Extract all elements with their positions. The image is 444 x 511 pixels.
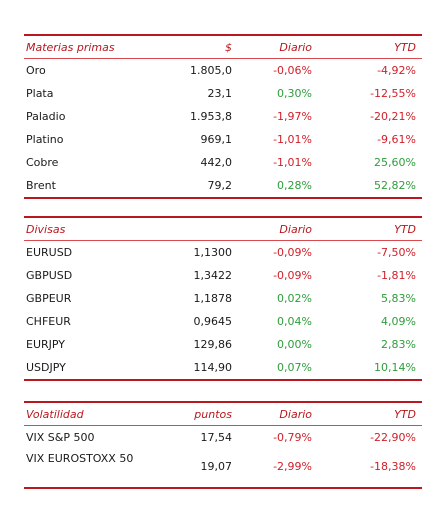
row-name: GBPUSD — [26, 269, 73, 282]
table-row: CHFEUR 0,9645 0,04% 4,09% — [24, 310, 422, 333]
row-daily: 0,04% — [277, 315, 312, 328]
table-row: GBPEUR 1,1878 0,02% 5,83% — [24, 287, 422, 310]
section-bottom-rule — [24, 487, 422, 489]
row-ytd: -22,90% — [370, 431, 416, 444]
row-value: 114,90 — [193, 361, 233, 374]
row-value: 0,9645 — [193, 315, 233, 328]
section-bottom-rule — [24, 379, 422, 381]
row-ytd: 10,14% — [374, 361, 416, 374]
table-row: Oro 1.805,0 -0,06% -4,92% — [24, 59, 422, 82]
row-daily: -2,99% — [273, 460, 312, 473]
row-value: 19,07 — [200, 460, 233, 473]
row-daily: -1,01% — [273, 156, 312, 169]
table-row: Plata 23,1 0,30% -12,55% — [24, 82, 422, 105]
header-daily: Diario — [279, 223, 312, 236]
row-value: 1,1878 — [193, 292, 233, 305]
header-name: Materias primas — [26, 41, 115, 54]
table-row: VIX EUROSTOXX 50 19,07 -2,99% -18,38% — [24, 449, 422, 487]
section-volatilidad: Volatilidad puntos Diario YTD VIX S&P 50… — [24, 401, 422, 489]
table-row: EURJPY 129,86 0,00% 2,83% — [24, 333, 422, 356]
row-value: 129,86 — [193, 338, 233, 351]
table-row: Brent 79,2 0,28% 52,82% — [24, 174, 422, 197]
row-name: CHFEUR — [26, 315, 71, 328]
row-name: EURJPY — [26, 338, 65, 351]
row-ytd: 2,83% — [381, 338, 416, 351]
table-row: VIX S&P 500 17,54 -0,79% -22,90% — [24, 426, 422, 449]
row-ytd: -18,38% — [370, 460, 416, 473]
table-row: Cobre 442,0 -1,01% 25,60% — [24, 151, 422, 174]
header-value: $ — [225, 41, 232, 54]
row-ytd: -4,92% — [377, 64, 416, 77]
row-ytd: -20,21% — [370, 110, 416, 123]
row-ytd: -1,81% — [377, 269, 416, 282]
row-ytd: -12,55% — [370, 87, 416, 100]
row-ytd: 52,82% — [374, 179, 416, 192]
row-daily: -0,06% — [273, 64, 312, 77]
row-daily: 0,07% — [277, 361, 312, 374]
row-ytd: -7,50% — [377, 246, 416, 259]
section-materias-primas: Materias primas $ Diario YTD Oro 1.805,0… — [24, 34, 422, 199]
header-name: Divisas — [26, 223, 66, 236]
row-value: 1.953,8 — [190, 110, 232, 123]
row-value: 969,1 — [200, 133, 233, 146]
row-daily: -0,09% — [273, 269, 312, 282]
table-row: Platino 969,1 -1,01% -9,61% — [24, 128, 422, 151]
row-name: VIX EUROSTOXX 50 — [26, 452, 134, 465]
row-value: 442,0 — [200, 156, 233, 169]
row-ytd: 4,09% — [381, 315, 416, 328]
table-row: EURUSD 1,1300 -0,09% -7,50% — [24, 241, 422, 264]
row-daily: -1,97% — [273, 110, 312, 123]
table-row: GBPUSD 1,3422 -0,09% -1,81% — [24, 264, 422, 287]
row-name: Oro — [26, 64, 46, 77]
row-name: Plata — [26, 87, 54, 100]
row-ytd: -9,61% — [377, 133, 416, 146]
row-value: 1,1300 — [193, 246, 233, 259]
section-header: Divisas Diario YTD — [24, 216, 422, 241]
row-name: Cobre — [26, 156, 59, 169]
section-divisas: Divisas Diario YTD EURUSD 1,1300 -0,09% … — [24, 216, 422, 381]
row-value: 17,54 — [200, 431, 233, 444]
table-row: USDJPY 114,90 0,07% 10,14% — [24, 356, 422, 379]
row-daily: 0,30% — [277, 87, 312, 100]
row-daily: -1,01% — [273, 133, 312, 146]
row-name: VIX S&P 500 — [26, 431, 95, 444]
row-name: Platino — [26, 133, 64, 146]
row-value: 1.805,0 — [190, 64, 232, 77]
row-daily: 0,02% — [277, 292, 312, 305]
row-name: EURUSD — [26, 246, 73, 259]
header-value: puntos — [194, 408, 232, 421]
row-daily: 0,00% — [277, 338, 312, 351]
section-bottom-rule — [24, 197, 422, 199]
row-daily: 0,28% — [277, 179, 312, 192]
row-value: 1,3422 — [193, 269, 233, 282]
table-row: Paladio 1.953,8 -1,97% -20,21% — [24, 105, 422, 128]
header-daily: Diario — [279, 41, 312, 54]
header-ytd: YTD — [394, 41, 416, 54]
row-name: USDJPY — [26, 361, 66, 374]
row-value: 79,2 — [207, 179, 233, 192]
section-header: Volatilidad puntos Diario YTD — [24, 401, 422, 426]
row-value: 23,1 — [207, 87, 233, 100]
row-ytd: 25,60% — [374, 156, 416, 169]
row-daily: -0,79% — [273, 431, 312, 444]
row-name: Brent — [26, 179, 56, 192]
header-ytd: YTD — [394, 223, 416, 236]
row-name: GBPEUR — [26, 292, 72, 305]
section-header: Materias primas $ Diario YTD — [24, 34, 422, 59]
row-ytd: 5,83% — [381, 292, 416, 305]
header-ytd: YTD — [394, 408, 416, 421]
row-daily: -0,09% — [273, 246, 312, 259]
header-daily: Diario — [279, 408, 312, 421]
row-name: Paladio — [26, 110, 66, 123]
header-name: Volatilidad — [26, 408, 84, 421]
